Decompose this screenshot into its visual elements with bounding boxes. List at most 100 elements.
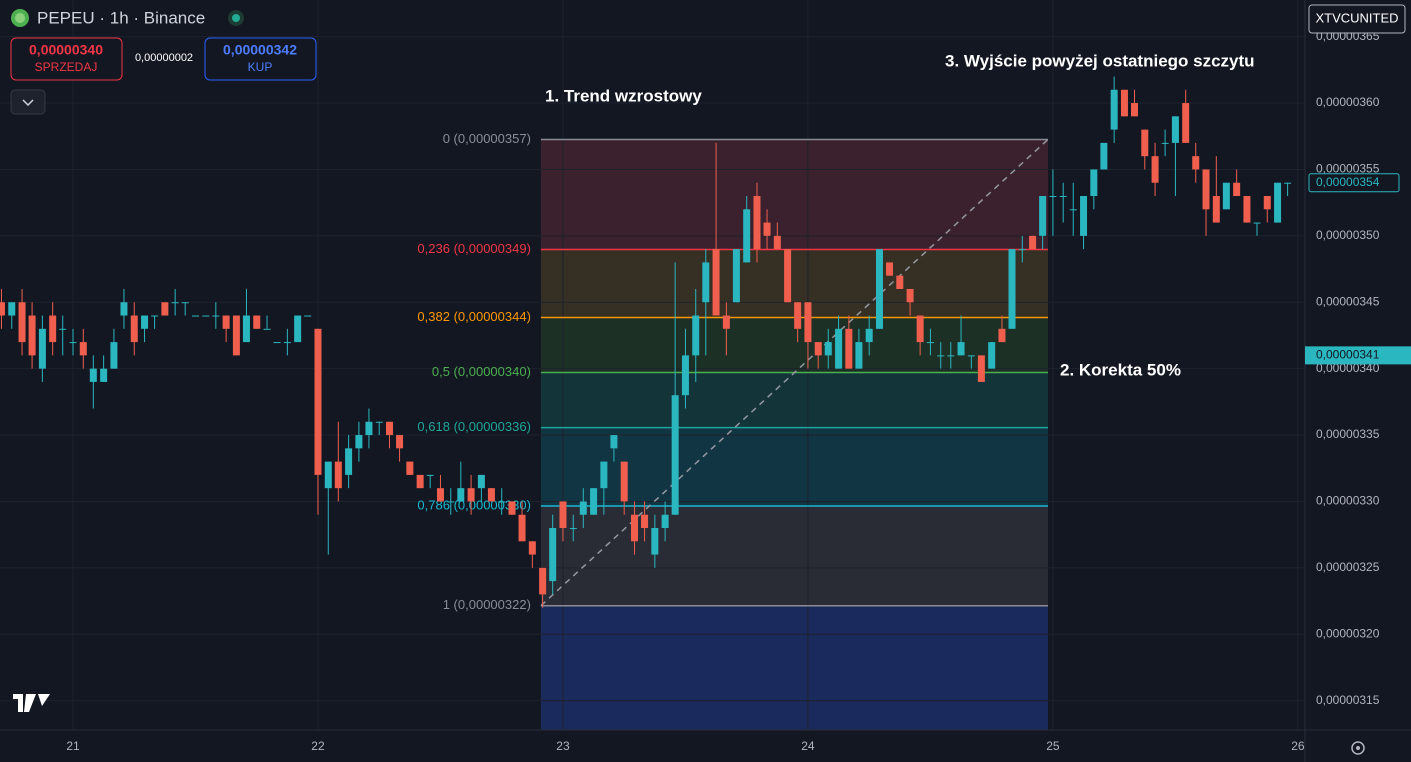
x-tick-label: 22 [311, 739, 325, 753]
candle-body [855, 342, 863, 369]
candle-body [79, 342, 87, 356]
candle-body [1080, 196, 1088, 236]
fib-band [540, 139, 1049, 250]
candle-body [702, 262, 710, 303]
candle-body [171, 302, 179, 304]
candle-body [947, 355, 955, 357]
candle-body [89, 368, 97, 382]
y-tick-label: 0,00000330 [1316, 494, 1380, 508]
account: XTVCUNITED [1315, 10, 1398, 25]
candle-body [273, 342, 281, 344]
candle-body [1151, 156, 1159, 183]
x-tick-label: 25 [1046, 739, 1060, 753]
candle-body [334, 461, 342, 489]
candle-body [835, 328, 843, 369]
candle-body [732, 249, 740, 303]
candle-body [937, 355, 945, 357]
candle-body [242, 315, 250, 343]
buy-price: 0,00000342 [223, 42, 297, 58]
fib-label: 0,786 (0,00000330) [417, 497, 530, 512]
tv-logo [13, 694, 50, 712]
candle-body [1233, 182, 1241, 197]
candle-body [416, 474, 424, 489]
sell-button[interactable] [10, 37, 123, 81]
candle-body [191, 315, 199, 317]
candles [0, 76, 1292, 608]
candle-body [620, 461, 628, 502]
candle-body [0, 302, 5, 316]
grid [0, 0, 1305, 730]
candle-body [253, 315, 261, 329]
candle-body [630, 514, 638, 542]
candle-body [498, 501, 506, 503]
candle-body [232, 315, 240, 356]
candle-body [1018, 249, 1026, 251]
candle-body [661, 514, 669, 529]
candle-body [753, 196, 761, 250]
candle-body [559, 501, 567, 529]
candle-body [283, 342, 291, 344]
fib-band [540, 372, 1049, 428]
candle-body [1100, 142, 1108, 170]
candle-body [386, 421, 394, 436]
y-tick-label: 0,00000320 [1316, 626, 1380, 640]
candle-body [977, 355, 985, 382]
candle-body [1039, 196, 1047, 236]
fib-label: 0,5 (0,00000340) [432, 364, 531, 379]
candle-body [651, 528, 659, 555]
candle-body [722, 315, 730, 329]
candle-body [610, 435, 618, 449]
candle-body [804, 302, 812, 343]
buy-label: KUP [248, 60, 273, 74]
account-badge [1308, 4, 1406, 34]
candle-body [447, 501, 455, 503]
candle-body [906, 288, 914, 303]
candle-body [641, 514, 649, 529]
candle-body [743, 209, 751, 263]
price-tag-label: 0,00000354 [1316, 175, 1380, 189]
buy-button[interactable] [204, 37, 317, 81]
candle-body [69, 342, 77, 344]
candle-body [487, 488, 495, 502]
candle-body [365, 421, 373, 436]
candle-body [845, 328, 853, 369]
candle-body [1161, 142, 1169, 144]
candle-body [120, 302, 128, 316]
candle-body [518, 514, 526, 542]
x-tick-label: 26 [1291, 739, 1305, 753]
candle-body [263, 328, 271, 330]
candle-body [355, 435, 363, 449]
spread: 0,00000002 [135, 52, 193, 64]
candle-body [345, 448, 353, 475]
status [232, 14, 240, 22]
candle-body [773, 235, 781, 250]
dropdown[interactable] [10, 89, 46, 115]
symbol-title: PEPEU · 1h · Binance [37, 8, 205, 27]
y-tick-label: 0,00000355 [1316, 162, 1380, 176]
candle-body [1059, 196, 1067, 198]
candle-body [426, 474, 434, 476]
candle-body [579, 501, 587, 515]
candle-body [569, 528, 577, 530]
candle-body [1192, 156, 1200, 170]
candle-body [998, 328, 1006, 343]
candle-body [1110, 89, 1118, 130]
candle-body [18, 302, 26, 343]
candle-body [957, 342, 965, 356]
candle-body [28, 315, 36, 356]
candle-body [467, 488, 475, 502]
x-tick-label: 21 [66, 739, 80, 753]
settings-icon[interactable] [1351, 741, 1365, 755]
candle-body [539, 567, 547, 595]
symbol-logo [15, 13, 25, 23]
candle-body [692, 315, 700, 356]
candle-body [1008, 249, 1016, 329]
candle-body [1263, 196, 1271, 210]
candle-body [457, 488, 465, 502]
candle-body [1253, 222, 1261, 224]
candle-body [528, 541, 536, 555]
candle-body [794, 302, 802, 329]
candle-body [324, 461, 332, 489]
candle-body [681, 355, 689, 396]
candle-body [1212, 196, 1220, 223]
